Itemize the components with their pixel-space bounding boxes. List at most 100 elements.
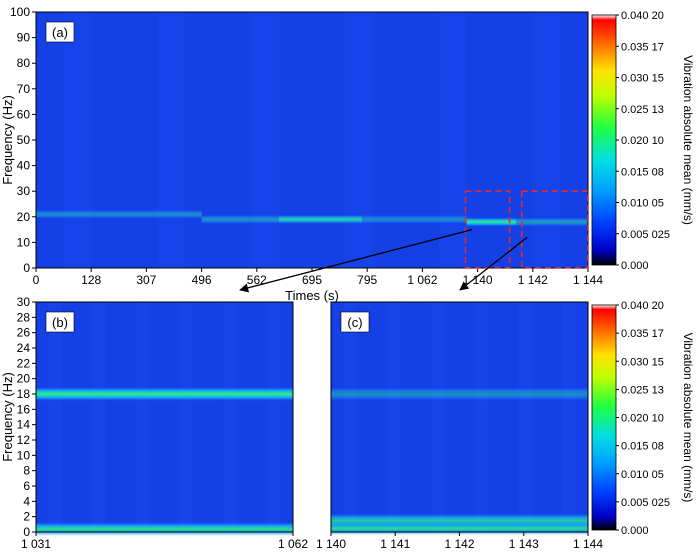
- colorbar-gradient: [591, 14, 617, 266]
- y-tick-label: 12: [17, 433, 31, 447]
- y-tick-label: 40: [17, 159, 31, 173]
- zoom-arrow: [459, 236, 528, 291]
- heatmap-texture: [179, 302, 193, 532]
- heatmap-background: [36, 12, 588, 268]
- heatmap-texture: [48, 302, 62, 532]
- y-tick-label: 90: [17, 31, 31, 45]
- x-tick-label: 128: [81, 273, 101, 287]
- panel-label-box: [45, 311, 75, 333]
- heatmap-band: [201, 214, 279, 224]
- panel-label-box: [340, 311, 370, 333]
- x-tick-label: 307: [136, 273, 156, 287]
- x-tick-label: 1 141: [380, 537, 410, 551]
- colorbar-tick-label: 0.040 20: [621, 300, 664, 312]
- colorbar-tick-label: 0.020 10: [621, 413, 664, 425]
- heatmap-band: [516, 217, 588, 227]
- heatmap-texture: [92, 302, 106, 532]
- y-tick-label: 20: [17, 372, 31, 386]
- colorbar-tick-label: 0.030 15: [621, 73, 664, 85]
- x-tick-label: 695: [302, 273, 322, 287]
- y-tick-label: 20: [17, 210, 31, 224]
- heatmap-band: [331, 513, 588, 528]
- colorbar-gradient: [591, 304, 617, 531]
- colorbar-top: 0.040 20 0.035 17 0.030 15 0.025 13 0.020 10…: [591, 10, 695, 272]
- x-tick-label: 0: [33, 273, 40, 287]
- colorbar-label: Vibration absolute mean (mm/s): [681, 55, 695, 225]
- y-axis-title: Frequency (Hz): [0, 95, 15, 185]
- colorbar-tick-label: 0.030 15: [621, 356, 664, 368]
- y-tick-label: 6: [23, 479, 30, 493]
- y-tick-label: 28: [17, 310, 31, 324]
- y-tick-label: 4: [23, 494, 30, 508]
- panel-label: (b): [52, 315, 68, 330]
- heatmap-background: [36, 302, 293, 532]
- highlight-box: [520, 190, 589, 269]
- x-tick-label: 1 144: [573, 537, 603, 551]
- y-tick-label: 0: [23, 261, 30, 275]
- heatmap-band: [466, 217, 517, 227]
- x-tick-label: 562: [247, 273, 267, 287]
- heatmap-texture: [63, 12, 92, 268]
- colorbar-tick-label: 0.005 025: [621, 497, 670, 509]
- colorbar-tick-label: 0.015 08: [621, 441, 664, 453]
- panel-label: (a): [52, 25, 68, 40]
- heatmap-texture: [343, 302, 357, 532]
- heatmap-texture: [157, 12, 186, 268]
- x-tick-label: 1 140: [316, 537, 346, 551]
- y-tick-label: 10: [17, 448, 31, 462]
- y-tick-label: 14: [17, 418, 31, 432]
- heatmap-texture: [345, 12, 373, 268]
- zoom-arrow: [239, 228, 473, 293]
- colorbar-tick-label: 0.020 10: [621, 135, 664, 147]
- y-tick-label: 70: [17, 82, 31, 96]
- panel-label: (c): [347, 315, 362, 330]
- heatmap-band: [36, 209, 202, 219]
- y-tick-label: 30: [17, 184, 31, 198]
- colorbar-tick-label: 0.005 025: [621, 229, 670, 241]
- heatmap-background: [331, 302, 588, 532]
- y-tick-label: 26: [17, 326, 31, 340]
- colorbar-tick-label: 0.035 17: [621, 328, 664, 340]
- heatmap-texture: [267, 302, 281, 532]
- heatmap-band: [36, 522, 293, 536]
- heatmap-band: [36, 387, 293, 401]
- heatmap-texture: [518, 302, 532, 532]
- heatmap-texture: [474, 302, 488, 532]
- plot-frame: [35, 301, 294, 533]
- colorbar-tick-label: 0.000: [621, 260, 649, 272]
- colorbar-tick-label: 0.000: [621, 525, 649, 537]
- y-tick-label: 24: [17, 341, 31, 355]
- heatmap-texture: [532, 12, 561, 268]
- y-axis-title: Frequency (Hz): [0, 372, 15, 462]
- heatmap-texture: [562, 302, 576, 532]
- heatmap-texture: [438, 12, 467, 268]
- x-tick-label: 1 062: [407, 273, 437, 287]
- y-tick-label: 100: [10, 5, 30, 19]
- heatmap-texture: [387, 302, 401, 532]
- heatmap-texture: [251, 12, 279, 268]
- y-tick-label: 30: [17, 295, 31, 309]
- x-tick-label: 1 062: [278, 537, 308, 551]
- heatmap-texture: [431, 302, 445, 532]
- colorbar-tick-label: 0.010 05: [621, 469, 664, 481]
- colorbar-tick-label: 0.025 13: [621, 104, 664, 116]
- overlay: [239, 228, 528, 293]
- y-tick-label: 2: [23, 510, 30, 524]
- y-tick-label: 80: [17, 56, 31, 70]
- y-tick-label: 22: [17, 356, 31, 370]
- colorbar-tick-label: 0.015 08: [621, 166, 664, 178]
- x-tick-label: 1 144: [573, 273, 603, 287]
- y-tick-label: 10: [17, 235, 31, 249]
- x-axis-title: Times (s): [285, 288, 339, 303]
- heatmap-band: [331, 387, 588, 401]
- y-tick-label: 8: [23, 464, 30, 478]
- y-tick-label: 50: [17, 133, 31, 147]
- x-tick-label: 1 140: [463, 273, 493, 287]
- x-tick-label: 1 142: [444, 537, 474, 551]
- y-tick-label: 60: [17, 107, 31, 121]
